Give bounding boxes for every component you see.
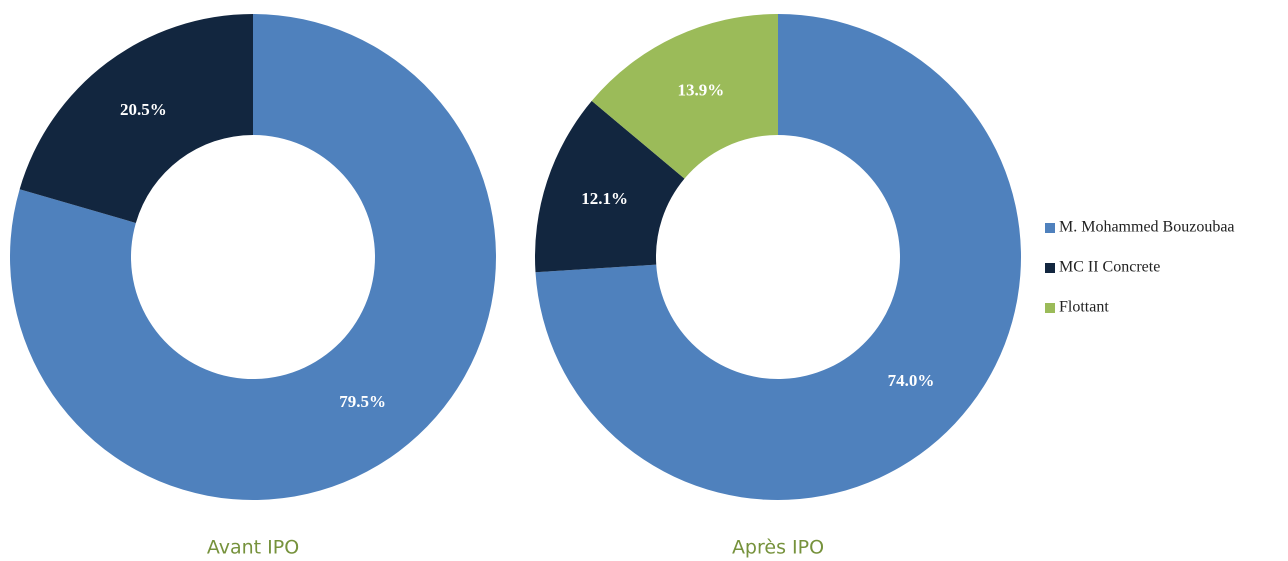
legend-swatch (1045, 223, 1055, 233)
data-label: 13.9% (677, 81, 724, 100)
chart-title: Après IPO (732, 537, 824, 559)
data-label: 79.5% (339, 392, 386, 411)
legend-label: MC II Concrete (1059, 259, 1160, 276)
legend-swatch (1045, 303, 1055, 313)
chart-title: Avant IPO (207, 537, 299, 559)
donut-slice (535, 14, 1021, 500)
data-label: 12.1% (581, 189, 628, 208)
donut-slice (591, 14, 778, 179)
data-label: 20.5% (120, 100, 167, 119)
data-label: 74.0% (888, 371, 935, 390)
donut-slice (19, 14, 253, 223)
donut-slice (9, 14, 496, 501)
legend-label: M. Mohammed Bouzoubaa (1059, 219, 1235, 236)
donut-slice (535, 100, 685, 273)
legend-swatch (1045, 263, 1055, 273)
legend-label: Flottant (1059, 299, 1109, 316)
